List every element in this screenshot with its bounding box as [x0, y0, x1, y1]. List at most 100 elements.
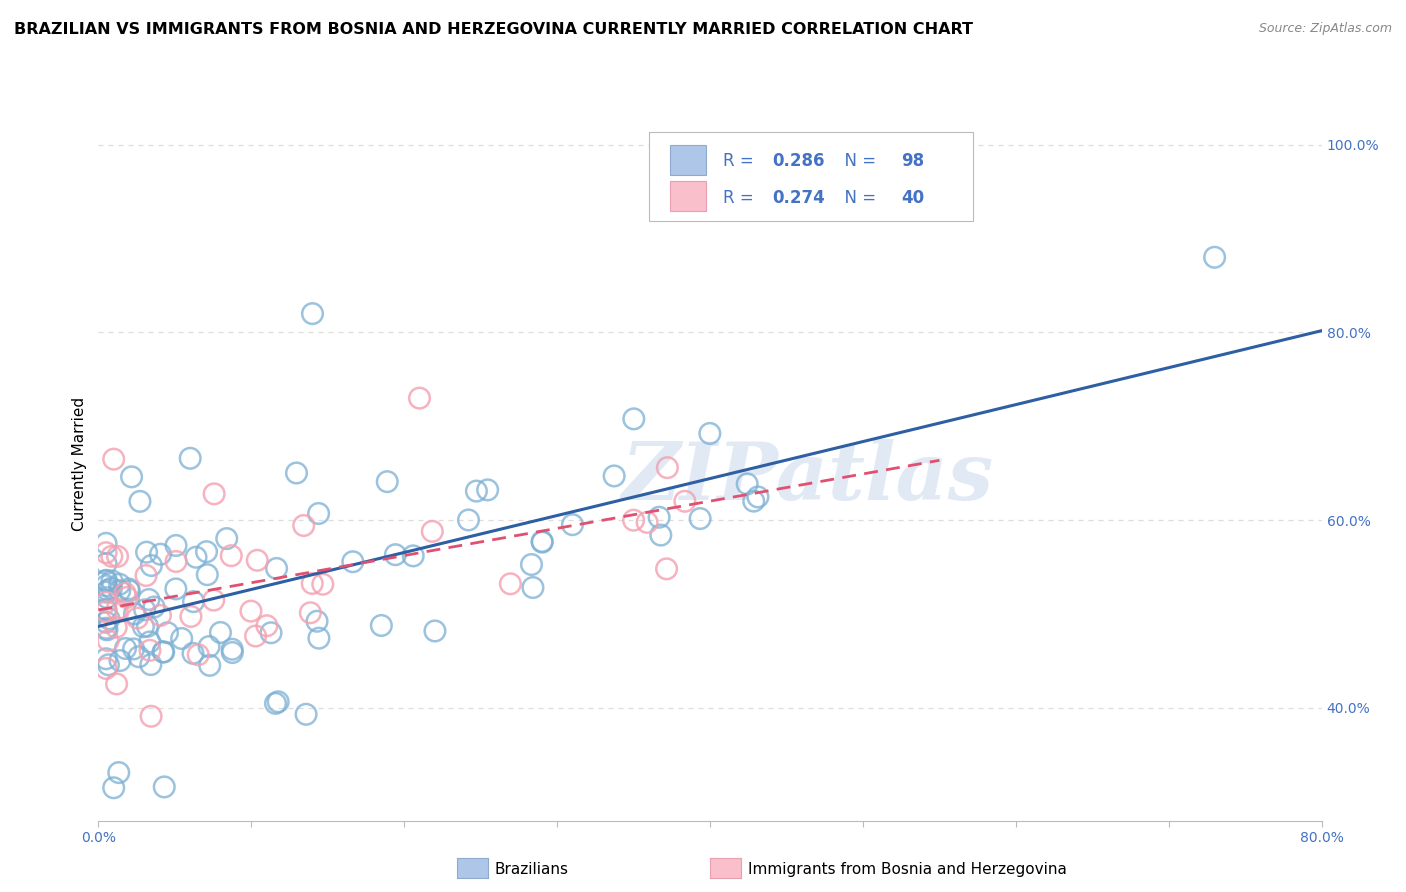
Point	[108, 577, 131, 591]
Point	[195, 567, 218, 582]
Point	[94, 585, 117, 599]
Point	[152, 645, 174, 659]
Point	[499, 576, 522, 591]
Point	[260, 625, 283, 640]
Point	[98, 612, 121, 626]
Point	[149, 608, 172, 623]
Point	[115, 591, 138, 605]
Point	[285, 466, 308, 480]
Point	[94, 661, 117, 675]
Point	[94, 602, 117, 616]
Point	[135, 568, 157, 582]
Point	[623, 513, 645, 527]
Text: 0.274: 0.274	[772, 189, 825, 207]
Point	[136, 619, 159, 633]
Point	[94, 579, 117, 593]
Point	[129, 494, 152, 508]
FancyBboxPatch shape	[669, 180, 706, 211]
Point	[107, 549, 129, 564]
Point	[215, 532, 238, 546]
Point	[132, 620, 155, 634]
Point	[101, 549, 124, 564]
Point	[143, 599, 166, 614]
Point	[184, 550, 207, 565]
Point	[94, 605, 117, 619]
Point	[124, 607, 146, 621]
Point	[209, 625, 232, 640]
Text: 0.286: 0.286	[772, 152, 825, 169]
Point	[127, 611, 149, 625]
Point	[295, 707, 318, 722]
Point	[301, 307, 323, 321]
Text: Brazilians: Brazilians	[495, 863, 569, 877]
Point	[165, 554, 187, 568]
Text: Immigrants from Bosnia and Herzegovina: Immigrants from Bosnia and Herzegovina	[748, 863, 1067, 877]
Point	[105, 602, 128, 616]
Point	[202, 487, 225, 501]
Point	[292, 518, 315, 533]
Point	[183, 594, 205, 608]
Point	[152, 645, 174, 659]
Point	[650, 528, 672, 542]
Point	[689, 511, 711, 525]
Point	[308, 631, 330, 645]
Point	[114, 586, 136, 600]
Point	[342, 555, 364, 569]
Point	[156, 625, 179, 640]
Point	[267, 695, 290, 709]
Point	[246, 553, 269, 567]
Point	[180, 609, 202, 624]
Point	[94, 652, 117, 666]
Point	[165, 582, 187, 596]
Point	[105, 620, 128, 634]
Text: R =: R =	[724, 152, 759, 169]
Point	[101, 574, 124, 588]
Point	[165, 539, 187, 553]
Point	[1204, 250, 1226, 264]
Point	[100, 581, 122, 595]
Point	[747, 490, 769, 504]
Point	[139, 657, 162, 672]
Point	[134, 603, 156, 617]
Point	[103, 452, 125, 467]
Point	[96, 591, 118, 605]
Text: BRAZILIAN VS IMMIGRANTS FROM BOSNIA AND HERZEGOVINA CURRENTLY MARRIED CORRELATIO: BRAZILIAN VS IMMIGRANTS FROM BOSNIA AND …	[14, 22, 973, 37]
Point	[139, 635, 162, 649]
Point	[465, 484, 488, 499]
Point	[520, 558, 543, 572]
FancyBboxPatch shape	[669, 145, 706, 175]
Point	[256, 618, 278, 632]
Text: 40: 40	[901, 189, 924, 207]
Point	[402, 549, 425, 563]
Point	[198, 658, 221, 673]
Point	[420, 524, 443, 539]
Point	[239, 604, 262, 618]
Point	[457, 513, 479, 527]
Point	[107, 765, 129, 780]
Point	[370, 618, 392, 632]
Point	[531, 534, 554, 549]
Point	[636, 516, 658, 530]
Point	[308, 507, 330, 521]
FancyBboxPatch shape	[650, 132, 973, 221]
Text: N =: N =	[834, 189, 882, 207]
Point	[94, 536, 117, 550]
Point	[187, 648, 209, 662]
Point	[648, 510, 671, 524]
Point	[603, 469, 626, 483]
Text: R =: R =	[724, 189, 759, 207]
Point	[384, 548, 406, 562]
Point	[375, 475, 398, 489]
Point	[94, 621, 117, 635]
Point	[153, 780, 176, 794]
Point	[266, 561, 288, 575]
Text: ZIPatlas: ZIPatlas	[621, 440, 994, 516]
Point	[301, 576, 323, 591]
Point	[121, 470, 143, 484]
Point	[139, 643, 162, 657]
Point	[312, 577, 335, 591]
Point	[96, 623, 118, 637]
Point	[673, 494, 696, 508]
Point	[94, 595, 117, 609]
Point	[97, 633, 120, 648]
